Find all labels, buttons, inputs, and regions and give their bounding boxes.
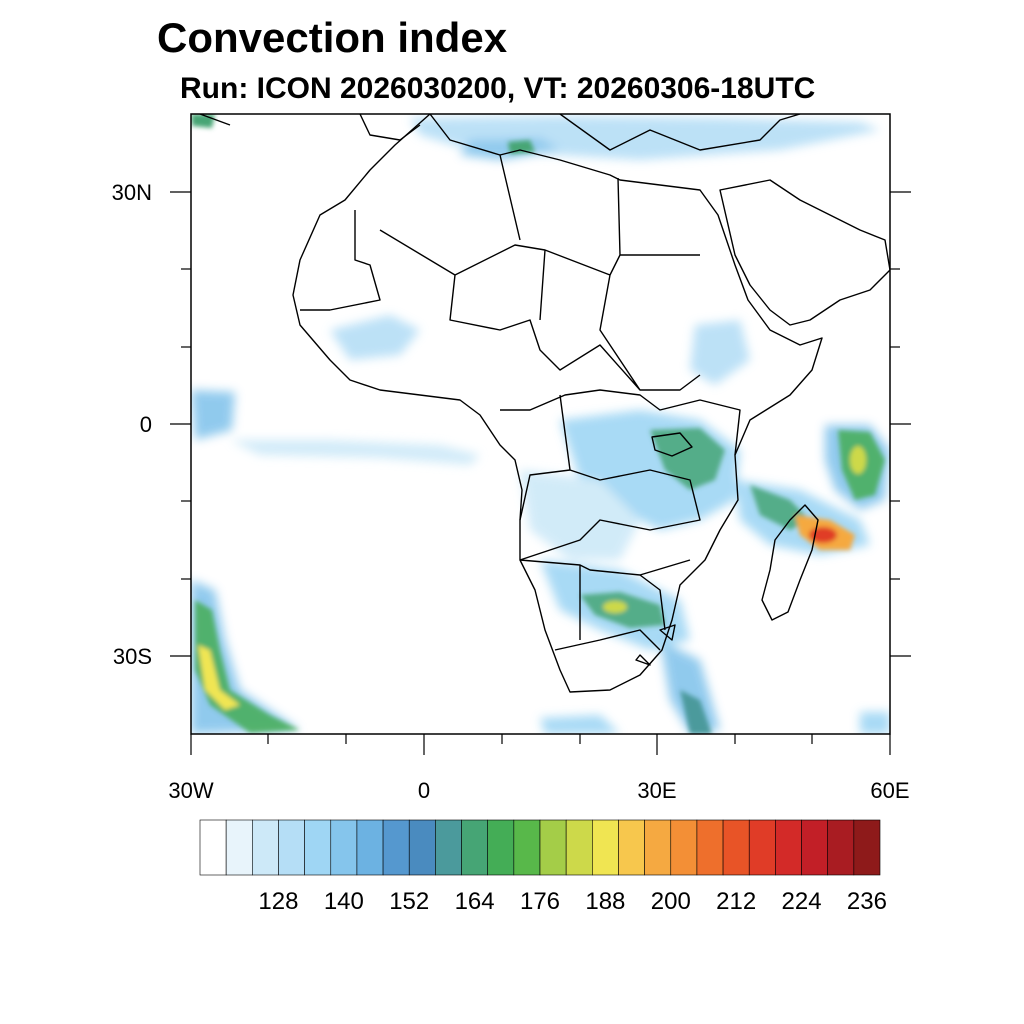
lon-label-30e: 30E bbox=[637, 778, 676, 803]
colorbar-swatch bbox=[278, 819, 305, 876]
colorbar-swatch bbox=[722, 819, 750, 876]
colorbar-swatch bbox=[801, 819, 828, 876]
colorbar bbox=[199, 819, 881, 876]
axis-ticks bbox=[170, 191, 911, 755]
lat-label-30s: 30S bbox=[113, 644, 152, 669]
madagascar-coastline bbox=[761, 504, 819, 621]
colorbar-swatch bbox=[199, 819, 227, 876]
field-south-bottom bbox=[540, 715, 620, 734]
borders-central-africa bbox=[500, 389, 741, 640]
field-atlantic-plume bbox=[230, 440, 480, 465]
colorbar-tick-label: 200 bbox=[650, 888, 691, 915]
field-congo bbox=[520, 470, 640, 560]
convection-field bbox=[191, 114, 890, 734]
core-mozambique-channel bbox=[750, 485, 810, 530]
field-se-corner bbox=[860, 712, 890, 734]
colorbar-swatch bbox=[696, 819, 724, 876]
lake-victoria bbox=[651, 432, 693, 457]
arabia-coastline bbox=[719, 179, 890, 326]
colorbar-swatch bbox=[252, 819, 279, 876]
core-mozambique-sw bbox=[680, 690, 712, 734]
field-mozambique-sw bbox=[660, 640, 720, 734]
colorbar-swatch bbox=[225, 819, 253, 876]
field-atlantic-west bbox=[191, 390, 235, 440]
colorbar-swatch bbox=[565, 819, 593, 876]
colorbar-tick-label: 212 bbox=[716, 888, 757, 915]
colorbar-tick-label: 128 bbox=[258, 888, 299, 915]
colorbar-swatch bbox=[461, 819, 488, 876]
colorbar-swatch bbox=[539, 819, 567, 876]
coastlines bbox=[199, 114, 890, 693]
map-subtitle: Run: ICON 2026030200, VT: 20260306-18UTC bbox=[180, 72, 816, 105]
colorbar-swatch bbox=[435, 819, 462, 876]
core-nw-corner bbox=[191, 114, 215, 128]
colorbar-tick-label: 176 bbox=[519, 888, 561, 915]
borders-north-africa bbox=[300, 154, 701, 391]
colorbar-swatch bbox=[592, 819, 619, 876]
colorbar-swatch bbox=[304, 819, 332, 876]
colorbar-swatch bbox=[853, 819, 881, 876]
plot-frame bbox=[190, 113, 891, 735]
core-lake-victoria bbox=[650, 428, 725, 490]
borders-southern-africa bbox=[554, 624, 676, 666]
map-title: Convection index bbox=[157, 14, 508, 61]
europe-coastline bbox=[199, 114, 801, 151]
africa-coastline bbox=[292, 114, 823, 693]
field-ethiopia bbox=[690, 320, 750, 385]
colorbar-tick-label: 224 bbox=[781, 888, 822, 915]
colorbar-tick-label: 152 bbox=[389, 888, 430, 915]
lat-label-0: 0 bbox=[140, 412, 152, 437]
colorbar-swatch bbox=[827, 819, 855, 876]
colorbar-swatch bbox=[356, 819, 384, 876]
lon-label-30w: 30W bbox=[168, 778, 213, 803]
core-botswana-yellow bbox=[603, 601, 627, 613]
colorbar-tick-label: 140 bbox=[323, 888, 364, 915]
colorbar-swatch bbox=[382, 819, 410, 876]
colorbar-swatch bbox=[487, 819, 515, 876]
field-west-africa bbox=[330, 315, 420, 360]
colorbar-swatch bbox=[330, 819, 358, 876]
colorbar-swatch bbox=[775, 819, 802, 876]
lon-label-60e: 60E bbox=[870, 778, 909, 803]
core-indian-ocean-yellow bbox=[850, 446, 866, 474]
colorbar-swatch bbox=[670, 819, 698, 876]
colorbar-tick-label: 188 bbox=[585, 888, 626, 915]
colorbar-swatch bbox=[513, 819, 541, 876]
lon-label-0: 0 bbox=[418, 778, 430, 803]
colorbar-swatch bbox=[748, 819, 776, 876]
colorbar-tick-label: 164 bbox=[454, 888, 495, 915]
colorbar-tick-label: 236 bbox=[846, 888, 887, 915]
core-south-atlantic-yellow bbox=[198, 645, 240, 710]
core-tunisia bbox=[508, 140, 535, 154]
colorbar-swatch bbox=[408, 819, 436, 876]
colorbar-swatch bbox=[644, 819, 672, 876]
colorbar-swatch bbox=[618, 819, 645, 876]
lat-label-30n: 30N bbox=[112, 180, 152, 205]
